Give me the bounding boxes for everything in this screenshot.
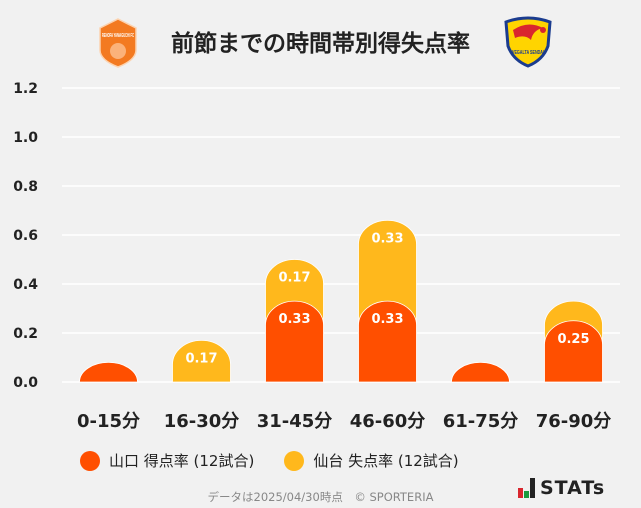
chart-title: 前節までの時間帯別得失点率 bbox=[171, 31, 470, 57]
vegalta-logo: VEGALTA SENDAI bbox=[504, 16, 552, 68]
home-logo-text: RENOFA YAMAGUCHI FC bbox=[102, 33, 134, 39]
x-tick-label: 16-30分 bbox=[164, 411, 240, 432]
y-tick-label: 0.6 bbox=[13, 228, 38, 244]
renofa-logo: RENOFA YAMAGUCHI FC bbox=[99, 18, 137, 68]
legend-label: 仙台 失点率 (12試合) bbox=[313, 452, 459, 470]
bar-chart: 0.0 0.2 0.4 0.6 0.8 1.0 1.2 0-15分 0.17 16-30分 0.17… bbox=[13, 81, 620, 432]
bar-yamaguchi bbox=[544, 320, 603, 383]
y-tick-label: 0.8 bbox=[13, 179, 38, 195]
y-tick-label: 1.2 bbox=[13, 81, 38, 97]
y-tick-label: 0.2 bbox=[13, 326, 38, 342]
data-label: 0.17 bbox=[185, 351, 217, 366]
stats-bars-icon bbox=[518, 478, 535, 498]
legend-swatch bbox=[80, 450, 100, 471]
x-tick-label: 0-15分 bbox=[77, 411, 140, 432]
legend-label: 山口 得点率 (12試合) bbox=[109, 452, 255, 470]
bar-yamaguchi bbox=[265, 300, 324, 383]
data-label: 0.17 bbox=[278, 271, 310, 286]
x-tick-label: 61-75分 bbox=[443, 411, 519, 432]
stats-brand: STATs bbox=[518, 478, 605, 498]
y-tick-label: 0.0 bbox=[13, 375, 38, 391]
bar-yamaguchi bbox=[79, 362, 138, 383]
legend-item-yamaguchi: 山口 得点率 (12試合) bbox=[80, 450, 254, 471]
data-label: 0.33 bbox=[371, 312, 403, 327]
bar-yamaguchi bbox=[358, 300, 417, 383]
x-tick-label: 31-45分 bbox=[257, 411, 333, 432]
away-logo-text: VEGALTA SENDAI bbox=[512, 50, 544, 56]
data-label: 0.25 bbox=[557, 332, 589, 347]
legend-swatch bbox=[284, 450, 305, 471]
legend-item-sendai: 仙台 失点率 (12試合) bbox=[284, 450, 459, 471]
x-tick-label: 46-60分 bbox=[350, 411, 426, 432]
y-tick-label: 0.4 bbox=[13, 277, 38, 293]
y-tick-label: 1.0 bbox=[13, 130, 38, 146]
bar-sendai bbox=[172, 340, 231, 383]
stats-wordmark: STATs bbox=[540, 477, 606, 499]
bar-yamaguchi bbox=[451, 362, 510, 383]
data-label: 0.33 bbox=[371, 231, 403, 246]
legend: 山口 得点率 (12試合) 仙台 失点率 (12試合) bbox=[80, 450, 459, 471]
footer-note: データは2025/04/30時点 © SPORTERIA bbox=[207, 490, 434, 504]
x-tick-label: 76-90分 bbox=[536, 411, 612, 432]
data-label: 0.33 bbox=[278, 312, 310, 327]
